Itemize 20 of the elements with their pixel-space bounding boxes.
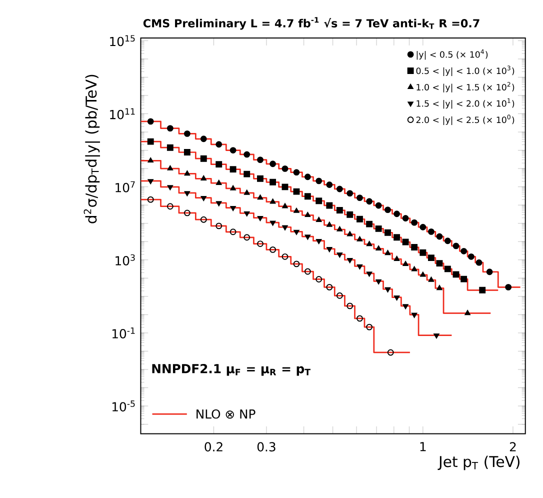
annotation: NNPDF2.1 μ$_{F}$ = μ$_{R}$ = p$_{T}$ <box>152 364 310 376</box>
y-tick-label: 10$^{-5}$ <box>112 400 135 412</box>
legend-label: 2.0 < |y| < 2.5 (× 10$^{0}$) <box>416 114 514 125</box>
y-tick-label: 10$^{15}$ <box>110 35 135 46</box>
y-tick-label: 10$^{11}$ <box>110 108 135 120</box>
legend-label: NLO ⊗ NP <box>196 409 256 419</box>
y-axis-title: d$^{2}$σ/dp$_{T}$d|y| (pb/TeV) <box>84 74 100 224</box>
x-tick-label: 1 <box>420 442 426 452</box>
legend-label: 0.5 < |y| < 1.0 (× 10$^{3}$) <box>416 66 514 76</box>
legend-label: 1.5 < |y| < 2.0 (× 10$^{1}$) <box>416 98 514 109</box>
x-tick-label: 0.2 <box>204 442 222 452</box>
y-tick-label: 10$^{-1}$ <box>112 327 135 338</box>
legend-label: 1.0 < |y| < 1.5 (× 10$^{2}$) <box>416 82 514 92</box>
y-tick-label: 10$^{7}$ <box>116 181 135 192</box>
x-axis-title: Jet p$_{T}$ (TeV) <box>438 456 520 470</box>
x-tick-label: 2 <box>510 442 516 452</box>
legend-label: |y| < 0.5 (× 10$^{4}$) <box>416 49 488 60</box>
x-tick-label: 0.3 <box>257 442 276 452</box>
y-tick-label: 10$^{3}$ <box>116 254 135 266</box>
chart-title: CMS Preliminary L = 4.7 fb$^{-1}$ √s = 7 TeV anti-k$_{T}$ R =0.7 <box>143 17 480 30</box>
